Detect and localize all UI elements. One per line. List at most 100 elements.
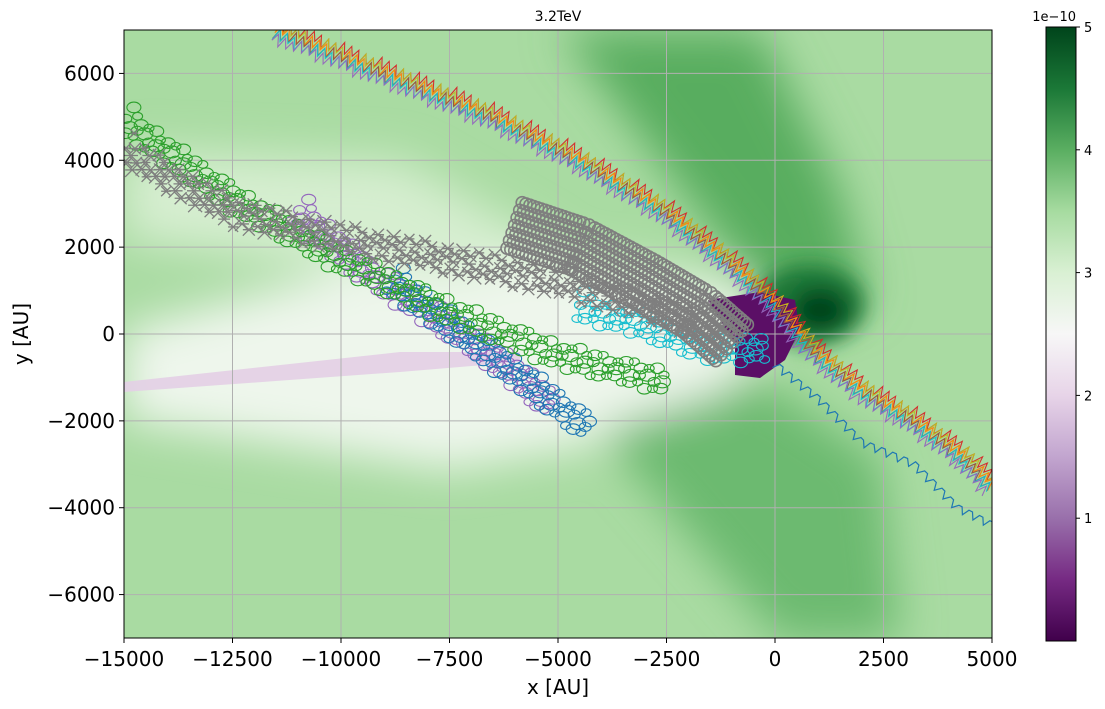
trajectory-loop bbox=[360, 277, 372, 287]
trajectory-loop bbox=[295, 239, 311, 252]
trajectory-loop bbox=[555, 350, 569, 361]
trajectory-cross bbox=[128, 142, 142, 156]
trajectory-cross bbox=[493, 261, 507, 275]
trajectory-cross bbox=[424, 247, 437, 261]
trajectory-loop bbox=[753, 332, 769, 345]
y-tick-label: 6000 bbox=[64, 61, 115, 85]
trajectory-cross bbox=[334, 219, 346, 231]
trajectory-loop bbox=[567, 409, 581, 420]
x-tick-label: −12500 bbox=[192, 647, 272, 671]
trajectory-loop bbox=[649, 362, 665, 375]
trajectory-loop bbox=[543, 335, 559, 347]
trajectory-cross bbox=[324, 221, 338, 235]
trajectory-loop bbox=[527, 353, 543, 366]
heatmap-field bbox=[113, 30, 992, 638]
trajectory-cross bbox=[476, 267, 490, 281]
trajectory-cross bbox=[174, 191, 188, 205]
trajectory-cross bbox=[168, 183, 184, 199]
trajectory-loop bbox=[351, 254, 367, 266]
colorbar-tick-label: 3 bbox=[1084, 267, 1092, 282]
y-tick-label: 2000 bbox=[64, 235, 115, 259]
trajectory-loop bbox=[600, 371, 613, 380]
trajectory-cross bbox=[371, 228, 385, 242]
trajectory-loop bbox=[379, 287, 395, 300]
trajectory-loop bbox=[632, 370, 646, 381]
trajectory-loop bbox=[149, 125, 165, 138]
trajectory-loop bbox=[393, 276, 410, 289]
trajectory-loop bbox=[454, 316, 470, 328]
trajectory-cross bbox=[129, 128, 139, 138]
trajectory-loop bbox=[378, 274, 392, 285]
trajectory-cross bbox=[304, 233, 320, 249]
trajectory-loop bbox=[633, 362, 649, 375]
trajectory-dense bbox=[706, 351, 720, 366]
trajectory-loop bbox=[592, 319, 608, 332]
trajectory-cross bbox=[488, 248, 502, 262]
trajectory-loop bbox=[481, 320, 495, 331]
x-tick-label: −5000 bbox=[524, 647, 592, 671]
x-tick-label: 0 bbox=[769, 647, 782, 671]
trajectory-loop bbox=[525, 340, 539, 351]
trajectory-cross bbox=[192, 191, 206, 205]
trajectory-cross bbox=[173, 177, 186, 191]
colorbar-scale-label: 1e−10 bbox=[1032, 10, 1076, 25]
trajectory-loop bbox=[636, 382, 652, 395]
trajectory-stream bbox=[271, 33, 988, 497]
trajectory-dense bbox=[708, 353, 723, 368]
trajectory-loop bbox=[403, 300, 415, 310]
trajectory-loop bbox=[409, 300, 425, 313]
trajectory-loop bbox=[537, 356, 549, 365]
trajectory-loop bbox=[496, 321, 512, 334]
trajectory-loop bbox=[584, 371, 596, 381]
trajectory-loop bbox=[658, 370, 670, 380]
trajectory-loop bbox=[682, 347, 698, 360]
trajectory-cross bbox=[185, 168, 201, 184]
trajectory-loop bbox=[468, 304, 484, 316]
trajectory-loop bbox=[330, 264, 342, 274]
trajectory-loop bbox=[755, 340, 769, 351]
trajectory-cross bbox=[284, 217, 298, 231]
trajectory-cross bbox=[508, 262, 524, 278]
trajectory-loop bbox=[622, 327, 639, 339]
trajectory-cross bbox=[337, 239, 350, 253]
trajectory-loop bbox=[581, 415, 598, 428]
trajectory-loop bbox=[113, 126, 123, 134]
trajectory-cross bbox=[326, 241, 342, 257]
trajectory-loop bbox=[408, 287, 422, 298]
trajectory-cross bbox=[158, 157, 170, 168]
chart-title: 3.2TeV bbox=[535, 9, 582, 25]
trajectory-loop bbox=[559, 363, 575, 376]
trajectory-stream bbox=[272, 30, 991, 492]
trajectory-cross bbox=[264, 202, 276, 214]
trajectory-cross bbox=[124, 148, 139, 163]
trajectory-loop bbox=[643, 364, 655, 373]
x-tick-label: −10000 bbox=[301, 647, 381, 671]
x-tick-label: −2500 bbox=[633, 647, 701, 671]
trajectory-loop bbox=[602, 321, 614, 331]
trajectory-cross bbox=[403, 233, 415, 245]
trajectory-loop bbox=[279, 235, 295, 248]
trajectory-cross bbox=[348, 220, 362, 234]
trajectory-loop bbox=[423, 289, 439, 302]
trajectory-loop bbox=[638, 327, 654, 340]
trajectory-cross bbox=[267, 222, 280, 236]
trajectory-loop bbox=[653, 375, 671, 389]
trajectory-loop bbox=[452, 302, 468, 314]
trajectory-loop bbox=[389, 290, 401, 300]
trajectory-cross bbox=[217, 212, 231, 226]
trajectory-loop bbox=[395, 290, 412, 303]
trajectory-cross bbox=[154, 177, 168, 191]
trajectory-loop bbox=[506, 324, 518, 334]
trajectory-loop bbox=[133, 119, 149, 131]
trajectory-loop bbox=[160, 137, 176, 149]
x-tick-label: 5000 bbox=[967, 647, 1018, 671]
trajectory-loop bbox=[645, 336, 657, 346]
trajectory-loop bbox=[531, 385, 549, 399]
x-tick-label: −7500 bbox=[416, 647, 484, 671]
colorbar-gradient bbox=[1045, 26, 1077, 642]
trajectory-loop bbox=[621, 376, 638, 388]
trajectory-loop bbox=[198, 167, 214, 180]
trajectory-loop bbox=[578, 421, 592, 433]
trajectory-loop bbox=[422, 310, 438, 323]
trajectory-loop bbox=[588, 306, 602, 318]
